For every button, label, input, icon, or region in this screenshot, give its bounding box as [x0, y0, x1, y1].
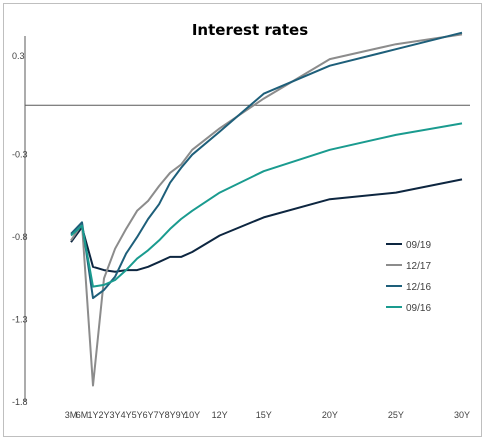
y-tick-label: -1.3	[12, 315, 28, 325]
x-tick-label: 9Y	[176, 410, 187, 420]
series-line-12-16	[70, 31, 463, 300]
x-tick-label: 2Y	[99, 410, 110, 420]
chart-title: Interest rates	[192, 21, 308, 39]
x-tick-label: 15Y	[256, 410, 272, 420]
x-tick-label: 12Y	[212, 410, 228, 420]
legend: 09/19 12/17 12/16 09/16	[386, 240, 431, 314]
x-tick-label: 25Y	[388, 410, 404, 420]
series-line-09-16	[70, 122, 463, 288]
series-lines	[70, 31, 463, 387]
legend-label: 12/16	[406, 282, 431, 293]
x-tick-label: 5Y	[132, 410, 143, 420]
y-tick-label: -0.3	[12, 150, 28, 160]
y-axis-ticks: 0.3 -0.3 -0.8 -1.3 -1.8	[12, 51, 28, 407]
x-tick-label: 8Y	[165, 410, 176, 420]
x-tick-label: 30Y	[454, 410, 470, 420]
y-tick-label: -1.8	[12, 397, 28, 407]
x-tick-label: 6Y	[143, 410, 154, 420]
x-tick-label: 1Y	[88, 410, 99, 420]
legend-label: 09/16	[406, 303, 431, 314]
x-tick-label: 7Y	[154, 410, 165, 420]
x-tick-label: 10Y	[184, 410, 200, 420]
series-line-12-17	[70, 33, 463, 387]
chart-frame	[3, 3, 482, 437]
x-tick-label: 6M	[76, 410, 89, 420]
x-tick-label: 3M	[65, 410, 78, 420]
y-tick-label: 0.3	[12, 51, 25, 61]
legend-label: 12/17	[406, 261, 431, 272]
y-tick-label: -0.8	[12, 232, 28, 242]
x-tick-label: 3Y	[110, 410, 121, 420]
x-tick-label: 4Y	[121, 410, 132, 420]
legend-label: 09/19	[406, 240, 431, 251]
x-tick-label: 20Y	[322, 410, 338, 420]
series-line-09-19	[70, 178, 463, 273]
